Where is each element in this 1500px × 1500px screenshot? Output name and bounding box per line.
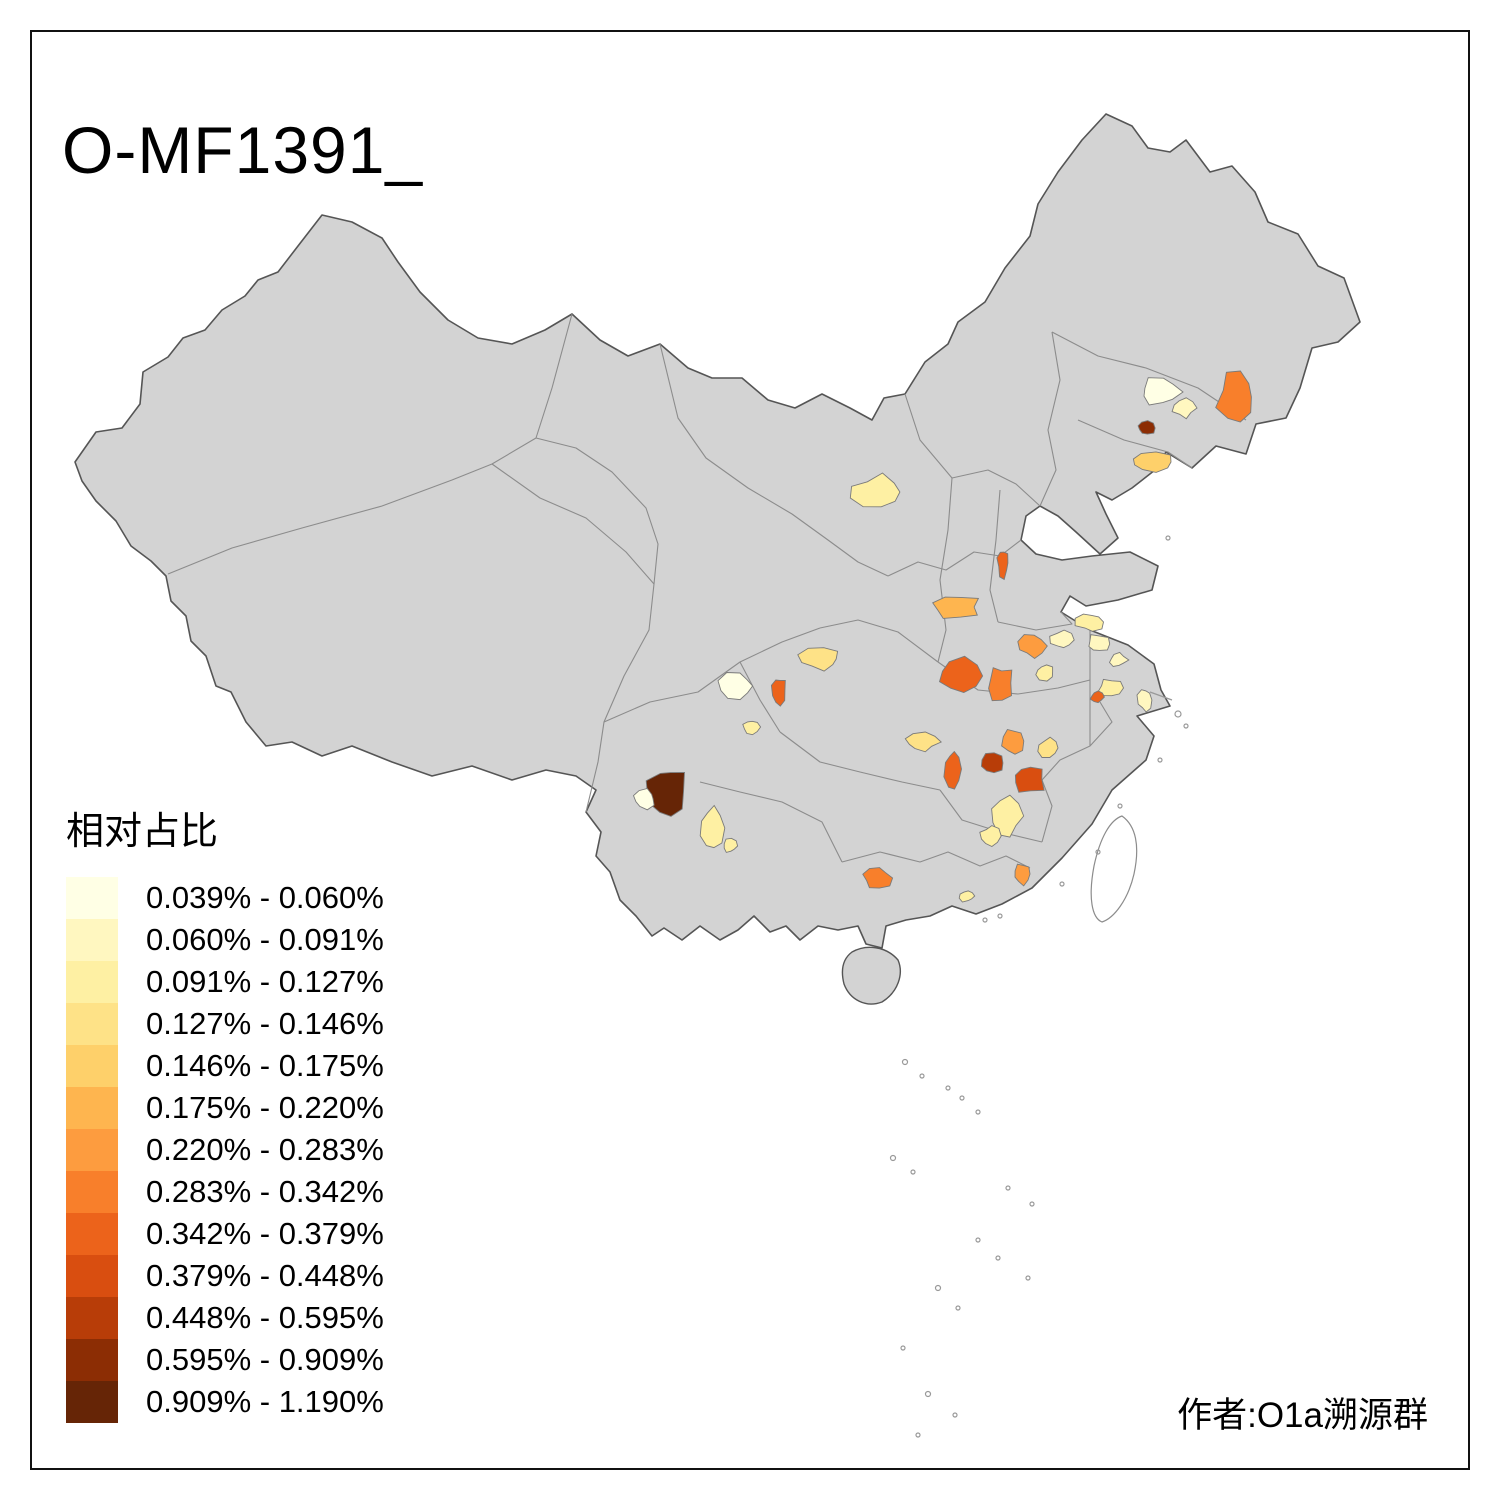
map-region <box>1108 651 1130 667</box>
map-region <box>979 825 1002 848</box>
legend-swatch <box>66 1255 118 1297</box>
legend-label: 0.039% - 0.060% <box>146 880 384 915</box>
legend-label: 0.595% - 0.909% <box>146 1342 384 1377</box>
legend-swatch <box>66 1045 118 1087</box>
legend-swatch <box>66 1129 118 1171</box>
legend-label: 0.220% - 0.283% <box>146 1132 384 1167</box>
legend-row: 0.595% - 0.909% <box>66 1339 384 1381</box>
map-region <box>1137 420 1156 435</box>
legend-swatch <box>66 1213 118 1255</box>
legend-row: 0.909% - 1.190% <box>66 1381 384 1423</box>
legend-swatch <box>66 877 118 919</box>
map-region <box>991 794 1025 838</box>
map-region <box>1171 397 1198 420</box>
map-region <box>1035 664 1054 682</box>
map-region <box>862 867 894 889</box>
map-region <box>1001 728 1025 755</box>
map-region <box>1143 377 1184 406</box>
map-region <box>699 804 726 849</box>
map-region <box>980 752 1004 774</box>
map-region <box>1074 613 1104 632</box>
legend-swatch <box>66 1297 118 1339</box>
legend-label: 0.127% - 0.146% <box>146 1006 384 1041</box>
map-region <box>723 837 739 853</box>
legend-swatch <box>66 919 118 961</box>
map-region <box>849 472 901 508</box>
province-borders <box>167 313 1247 869</box>
legend-label: 0.379% - 0.448% <box>146 1258 384 1293</box>
legend-label: 0.175% - 0.220% <box>146 1090 384 1125</box>
south-china-sea-islands <box>889 535 1189 1438</box>
legend-row: 0.146% - 0.175% <box>66 1045 384 1087</box>
legend-row: 0.039% - 0.060% <box>66 877 384 919</box>
map-region <box>1014 863 1031 887</box>
taiwan-island <box>1090 815 1138 923</box>
map-region <box>904 731 943 753</box>
author-credit: 作者:O1a溯源群 <box>1177 1396 1428 1435</box>
map-region <box>1017 634 1048 660</box>
legend-row: 0.448% - 0.595% <box>66 1297 384 1339</box>
highlighted-regions <box>632 370 1252 903</box>
map-region <box>770 679 786 707</box>
legend-row: 0.283% - 0.342% <box>66 1171 384 1213</box>
legend-label: 0.342% - 0.379% <box>146 1216 384 1251</box>
legend-row: 0.127% - 0.146% <box>66 1003 384 1045</box>
legend-row: 0.091% - 0.127% <box>66 961 384 1003</box>
map-region <box>1215 370 1252 423</box>
page-title: O-MF1391_ <box>62 113 424 188</box>
map-region <box>1089 690 1105 704</box>
map-region <box>1037 736 1059 758</box>
legend-label: 0.091% - 0.127% <box>146 964 384 999</box>
legend-row: 0.342% - 0.379% <box>66 1213 384 1255</box>
legend-label: 0.283% - 0.342% <box>146 1174 384 1209</box>
legend-swatch <box>66 1087 118 1129</box>
map-region <box>958 890 976 903</box>
legend-label: 0.909% - 1.190% <box>146 1384 384 1419</box>
legend-swatch <box>66 1339 118 1381</box>
legend-label: 0.146% - 0.175% <box>146 1048 384 1083</box>
legend-label: 0.448% - 0.595% <box>146 1300 384 1335</box>
legend-swatch <box>66 1381 118 1423</box>
legend-label: 0.060% - 0.091% <box>146 922 384 957</box>
map-region <box>1049 629 1075 649</box>
legend-rows: 0.039% - 0.060% 0.060% - 0.091% 0.091% - 0… <box>66 877 384 1423</box>
map-region <box>1097 678 1125 697</box>
map-region <box>717 672 754 701</box>
map-region <box>932 596 980 619</box>
legend-swatch <box>66 1171 118 1213</box>
hainan-island <box>841 946 901 1005</box>
map-region <box>988 667 1013 702</box>
legend-swatch <box>66 961 118 1003</box>
legend-row: 0.175% - 0.220% <box>66 1087 384 1129</box>
map-region <box>943 750 962 790</box>
map-region <box>938 655 984 693</box>
map-region <box>1014 766 1045 793</box>
map-region <box>1088 634 1111 651</box>
legend-row: 0.060% - 0.091% <box>66 919 384 961</box>
legend-row: 0.379% - 0.448% <box>66 1255 384 1297</box>
map-region <box>797 647 839 672</box>
legend: 相对占比 0.039% - 0.060% 0.060% - 0.091% 0.091… <box>66 800 384 1423</box>
map-region <box>1136 689 1153 713</box>
legend-row: 0.220% - 0.283% <box>66 1129 384 1171</box>
legend-title: 相对占比 <box>66 811 219 853</box>
legend-swatch <box>66 1003 118 1045</box>
map-region <box>742 720 762 736</box>
map-region <box>996 551 1009 581</box>
map-region <box>1132 451 1172 473</box>
map-region <box>632 787 655 811</box>
